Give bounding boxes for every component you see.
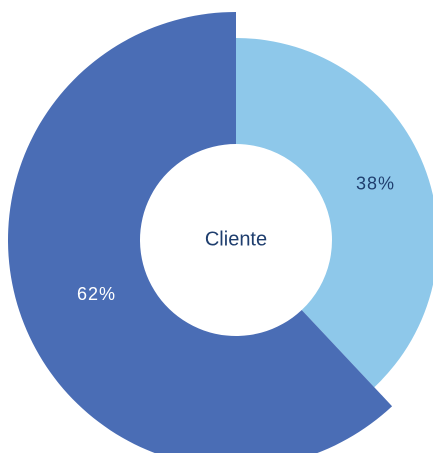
slice-label: 38% bbox=[356, 174, 395, 194]
slice bbox=[236, 38, 433, 388]
slice-label: 62% bbox=[77, 284, 116, 304]
center-label: Cliente bbox=[205, 228, 267, 250]
slice bbox=[8, 12, 393, 453]
